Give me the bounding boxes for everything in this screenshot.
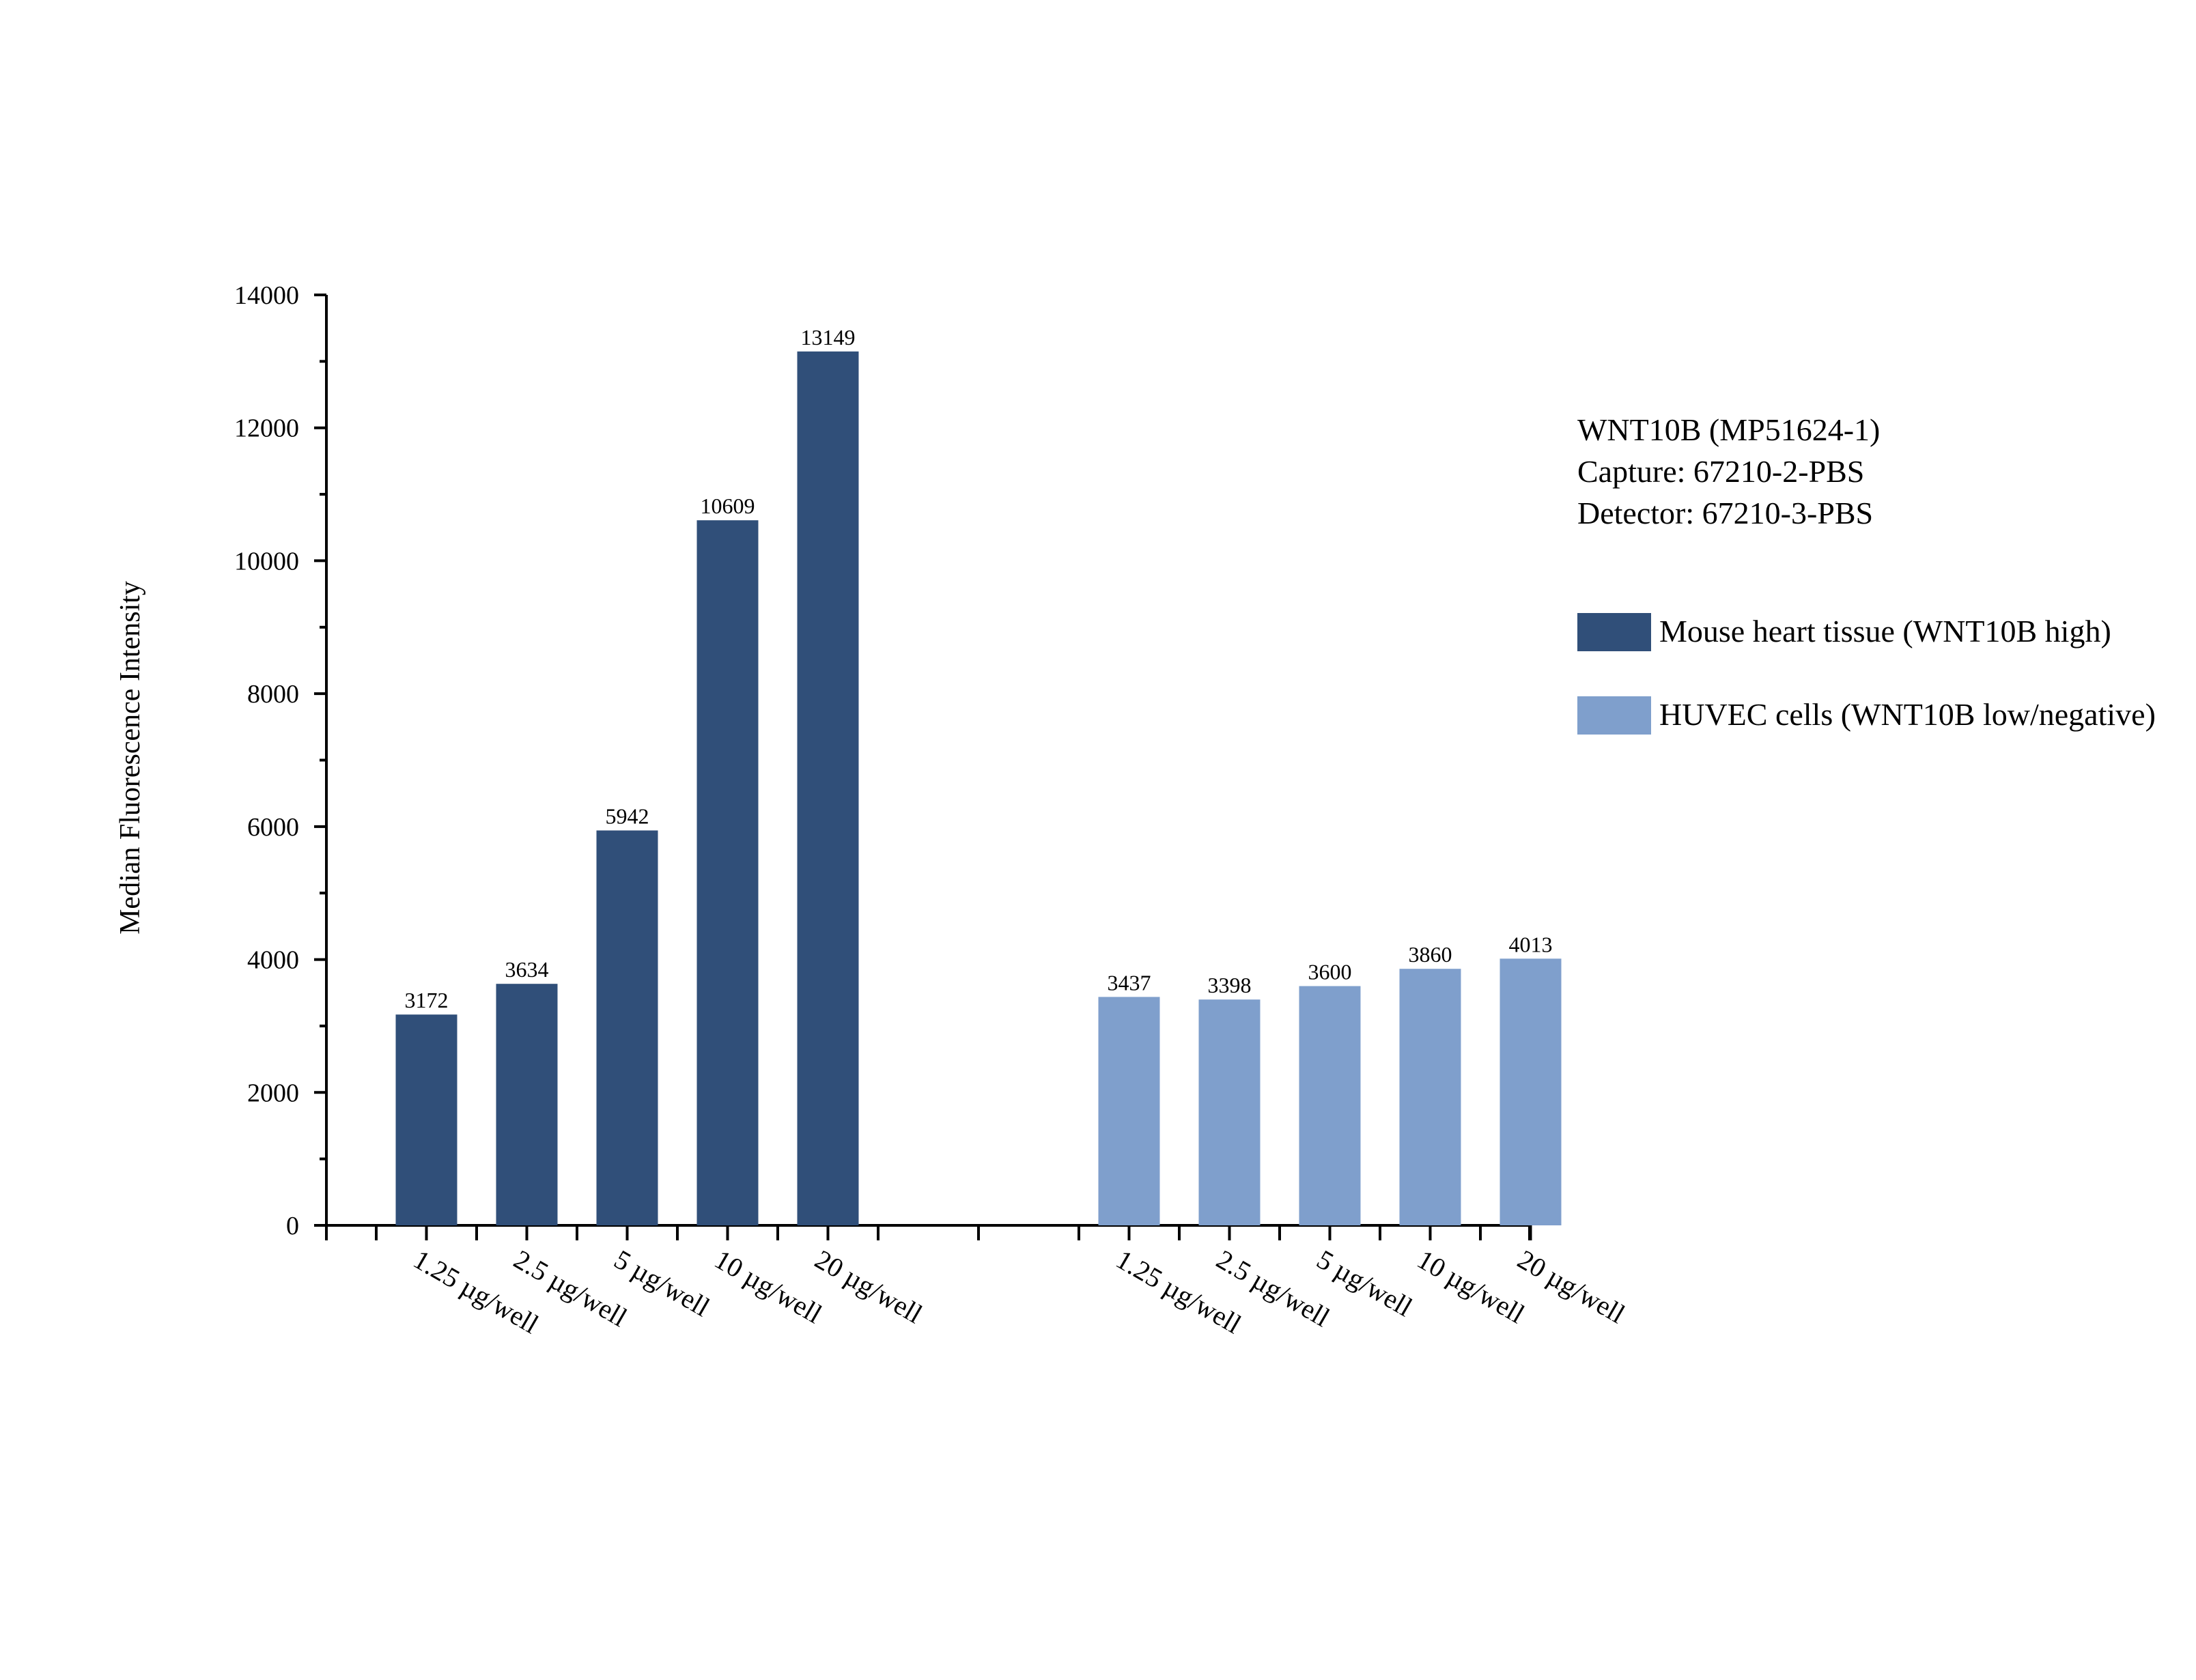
y-tick-label: 14000 — [234, 281, 299, 310]
x-tick-label: 20 µg/well — [810, 1244, 927, 1329]
bar — [496, 984, 558, 1225]
bar — [696, 520, 759, 1225]
bar-value-label: 5942 — [606, 804, 649, 829]
y-tick-label: 12000 — [234, 414, 299, 443]
bar — [1299, 986, 1361, 1225]
legend-swatch — [1577, 696, 1651, 735]
bar — [596, 830, 658, 1225]
bar-value-label: 3860 — [1409, 942, 1452, 967]
bar-value-label: 3172 — [405, 988, 449, 1012]
bars — [395, 351, 1562, 1225]
x-tick-label: 10 µg/well — [709, 1244, 827, 1329]
legend: Mouse heart tissue (WNT10B high) HUVEC ce… — [1577, 613, 2156, 735]
bar — [1500, 958, 1562, 1225]
bar — [395, 1014, 458, 1225]
legend-label: HUVEC cells (WNT10B low/negative) — [1659, 697, 2156, 732]
bar — [797, 351, 859, 1225]
bar-value-label: 3398 — [1208, 973, 1252, 997]
bar-value-label: 13149 — [801, 325, 856, 350]
legend-label: Mouse heart tissue (WNT10B high) — [1659, 614, 2111, 649]
legend-swatch — [1577, 613, 1651, 651]
y-tick-label: 0 — [286, 1212, 299, 1240]
bar — [1399, 969, 1461, 1225]
y-tick-label: 2000 — [247, 1079, 299, 1107]
y-tick-label: 10000 — [234, 547, 299, 575]
chart-info: WNT10B (MP51624-1) Capture: 67210-2-PBS De… — [1577, 412, 1880, 530]
bar-value-label: 3634 — [505, 957, 549, 982]
bar — [1098, 997, 1160, 1225]
bar-value-label: 3600 — [1308, 960, 1352, 984]
x-tick-label: 20 µg/well — [1512, 1244, 1630, 1329]
x-tick-label: 10 µg/well — [1412, 1244, 1530, 1329]
bar-value-label: 4013 — [1509, 932, 1553, 956]
bar-value-label: 10609 — [701, 494, 755, 518]
y-tick-label: 4000 — [247, 946, 299, 975]
bar-value-label: 3437 — [1108, 970, 1151, 995]
y-tick-label: 6000 — [247, 813, 299, 842]
chart-info-line: WNT10B (MP51624-1) — [1577, 412, 1880, 447]
bar — [1198, 999, 1261, 1225]
chart-info-line: Detector: 67210-3-PBS — [1577, 496, 1873, 530]
chart-info-line: Capture: 67210-2-PBS — [1577, 454, 1864, 489]
y-tick-label: 8000 — [247, 680, 299, 709]
y-axis-label: Median Fluorescence Intensity — [115, 581, 146, 935]
